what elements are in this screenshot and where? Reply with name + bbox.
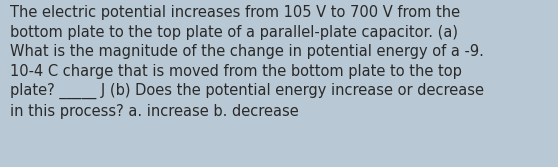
Text: The electric potential increases from 105 V to 700 V from the
bottom plate to th: The electric potential increases from 10…	[10, 5, 484, 119]
